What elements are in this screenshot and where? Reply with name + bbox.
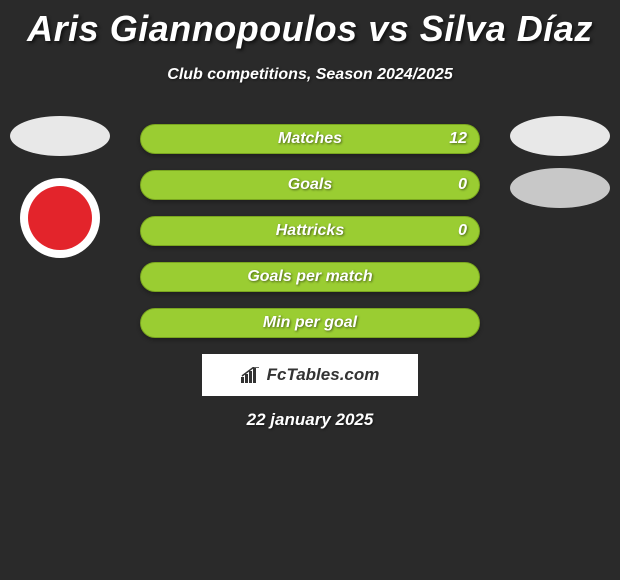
club-badge-left [20, 178, 100, 258]
club-badge-inner [28, 186, 92, 250]
player-left-badge [10, 116, 110, 156]
bar-min-per-goal: Min per goal [140, 308, 480, 338]
bar-goals-per-match: Goals per match [140, 262, 480, 292]
fctables-label: FcTables.com [267, 365, 380, 385]
bar-label: Goals per match [141, 268, 479, 286]
bar-hattricks: Hattricks 0 [140, 216, 480, 246]
subtitle: Club competitions, Season 2024/2025 [0, 66, 620, 84]
stat-bars: Matches 12 Goals 0 Hattricks 0 Goals per… [140, 124, 480, 354]
bar-label: Matches [141, 130, 479, 148]
player-right-badge [510, 116, 610, 156]
bar-goals: Goals 0 [140, 170, 480, 200]
bar-label: Min per goal [141, 314, 479, 332]
fctables-watermark: FcTables.com [202, 354, 418, 396]
bar-value: 12 [449, 130, 467, 148]
bar-label: Hattricks [141, 222, 479, 240]
bar-value: 0 [458, 222, 467, 240]
page-title: Aris Giannopoulos vs Silva Díaz [0, 0, 620, 50]
bar-label: Goals [141, 176, 479, 194]
player-right-badge-2 [510, 168, 610, 208]
chart-icon [241, 367, 261, 383]
date-label: 22 january 2025 [0, 410, 620, 430]
bar-value: 0 [458, 176, 467, 194]
bar-matches: Matches 12 [140, 124, 480, 154]
